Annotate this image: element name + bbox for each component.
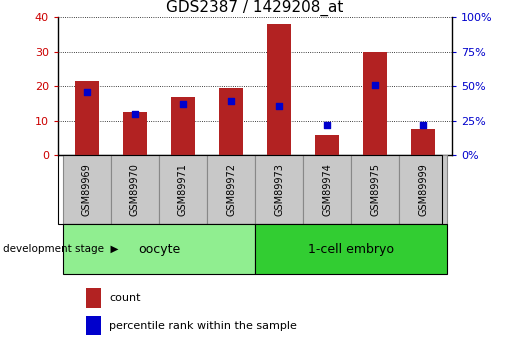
Text: GSM89972: GSM89972 (226, 163, 236, 216)
Bar (171, 97, 195, 155)
Point (371, 82, 379, 88)
Point (83, 89, 91, 95)
Text: count: count (109, 293, 141, 303)
Text: oocyte: oocyte (138, 243, 180, 256)
Point (275, 103, 283, 108)
Bar (63, 224, 255, 274)
Bar (159, 155, 207, 224)
Text: GSM89969: GSM89969 (82, 164, 92, 216)
Bar (255, 224, 447, 274)
Text: GSM89999: GSM89999 (418, 164, 428, 216)
Text: GSM89975: GSM89975 (370, 163, 380, 216)
Bar (86, 288, 102, 308)
Point (419, 122, 427, 128)
Bar (255, 155, 303, 224)
Point (323, 122, 331, 128)
Bar (111, 155, 159, 224)
Bar (219, 88, 243, 155)
Text: GSM89970: GSM89970 (130, 163, 140, 216)
Bar (123, 112, 147, 155)
Bar (303, 155, 351, 224)
Bar (207, 155, 255, 224)
Bar (86, 316, 102, 335)
Point (227, 99, 235, 104)
Text: GSM89971: GSM89971 (178, 163, 188, 216)
Text: development stage  ▶: development stage ▶ (3, 244, 118, 254)
Point (131, 111, 139, 117)
Bar (75, 81, 99, 155)
Bar (351, 155, 399, 224)
Text: percentile rank within the sample: percentile rank within the sample (109, 321, 297, 331)
Bar (411, 129, 435, 155)
Bar (315, 135, 339, 155)
Bar (363, 52, 387, 155)
Text: GSM89974: GSM89974 (322, 163, 332, 216)
Bar (63, 155, 111, 224)
Point (179, 101, 187, 107)
Text: GSM89973: GSM89973 (274, 163, 284, 216)
Title: GDS2387 / 1429208_at: GDS2387 / 1429208_at (166, 0, 344, 16)
Bar (399, 155, 447, 224)
Bar (267, 24, 291, 155)
Text: 1-cell embryo: 1-cell embryo (308, 243, 394, 256)
